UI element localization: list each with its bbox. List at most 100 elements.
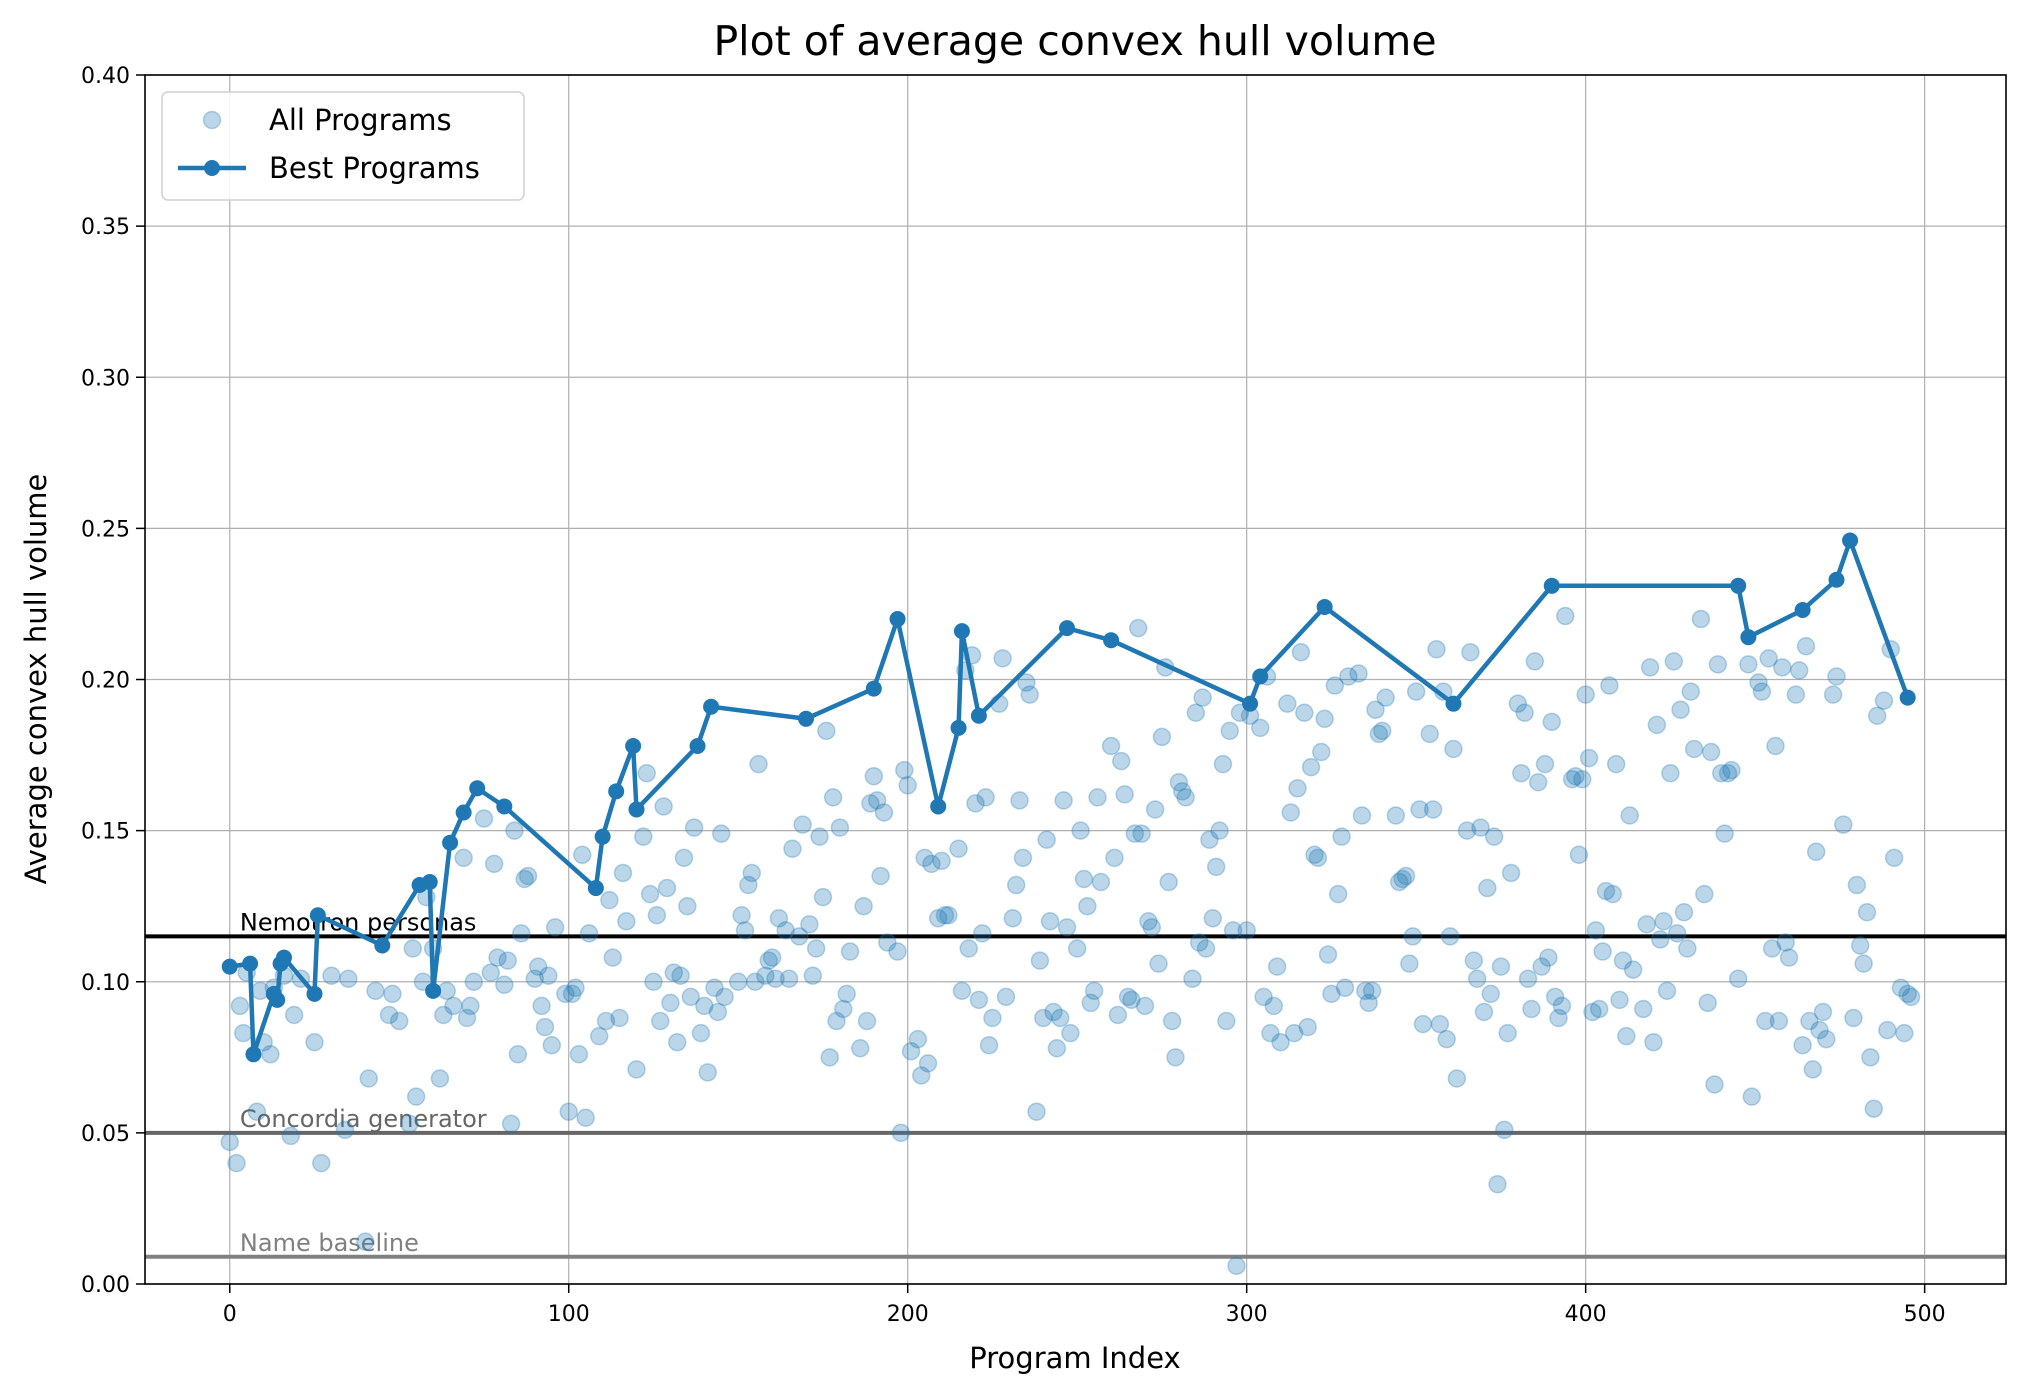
- scatter-point: [322, 966, 341, 985]
- scatter-point: [1759, 649, 1778, 668]
- scatter-point: [674, 848, 694, 868]
- legend-marker-all-programs: [202, 110, 222, 130]
- scatter-point: [1440, 927, 1460, 946]
- scatter-point: [1050, 1008, 1070, 1028]
- scatter-point: [1010, 791, 1029, 810]
- scatter-point: [515, 869, 534, 889]
- scatter-point: [1671, 700, 1690, 719]
- scatter-point: [912, 1066, 931, 1085]
- scatter-point: [1413, 1014, 1433, 1034]
- scatter-point: [837, 984, 856, 1004]
- scatter-point: [1861, 1048, 1880, 1067]
- scatter-point: [305, 1032, 324, 1052]
- scatter-point: [1518, 969, 1538, 988]
- scatter-point: [779, 969, 799, 988]
- scatter-point: [1895, 1023, 1914, 1043]
- scatter-point: [793, 815, 812, 834]
- scatter-point: [454, 848, 473, 868]
- scatter-point: [789, 927, 809, 946]
- scatter-point: [1125, 824, 1145, 843]
- scatter-point: [1708, 655, 1728, 674]
- scatter-point: [1410, 800, 1429, 819]
- scatter-point: [1305, 845, 1324, 865]
- scatter-point: [935, 906, 955, 925]
- scatter-point: [1108, 1005, 1128, 1025]
- scatter-point: [939, 906, 958, 925]
- scatter-point: [1376, 688, 1395, 707]
- scatter-point: [1088, 788, 1107, 807]
- scatter-point: [1444, 739, 1463, 759]
- scatter-point: [596, 1011, 616, 1031]
- scatter-point: [1542, 712, 1562, 732]
- scatter-point: [1437, 1029, 1456, 1049]
- scatter-point: [1217, 1011, 1236, 1031]
- scatter-point: [1884, 848, 1904, 868]
- scatter-point: [1661, 763, 1680, 783]
- scatter-point: [810, 827, 829, 846]
- scatter-point: [861, 794, 880, 813]
- scatter-point: [1206, 857, 1226, 877]
- scatter-point: [1620, 806, 1639, 825]
- scatter-point: [1030, 951, 1050, 970]
- chart-title: Plot of average convex hull volume: [713, 17, 1436, 65]
- scatter-point: [973, 924, 992, 943]
- scatter-point: [1464, 951, 1484, 970]
- x-tick-label: 0: [223, 1302, 237, 1327]
- scatter-point: [474, 809, 494, 828]
- scatter-point: [850, 1038, 870, 1058]
- scatter-point: [1200, 830, 1219, 849]
- scatter-point: [1118, 987, 1138, 1007]
- scatter-point: [1393, 869, 1412, 889]
- scatter-point: [528, 957, 548, 976]
- scatter-point: [803, 966, 823, 985]
- scatter-point: [1749, 673, 1768, 692]
- scatter-point: [1539, 948, 1558, 967]
- scatter-point: [505, 821, 524, 840]
- scatter-point: [1352, 806, 1372, 825]
- scatter-point: [756, 966, 775, 985]
- scatter-point: [1695, 884, 1714, 904]
- scatter-point: [383, 984, 402, 1004]
- x-tick-label: 100: [548, 1302, 590, 1327]
- scatter-point: [1447, 1069, 1467, 1088]
- best-program-point: [1316, 598, 1333, 615]
- scatter-point: [335, 1120, 355, 1140]
- scatter-point: [1766, 736, 1785, 756]
- scatter-point: [1369, 724, 1389, 744]
- scatter-point: [1250, 718, 1270, 738]
- scatter-point: [1589, 999, 1609, 1019]
- scatter-point: [359, 1069, 378, 1088]
- scatter-point: [545, 918, 565, 937]
- y-tick-label: 0.05: [81, 1122, 130, 1147]
- scatter-point: [1149, 954, 1168, 973]
- axis-ticks: 0 100 200 300 400 500 0.00 0.05 0.10 0.15 0.20 0.25…: [81, 64, 1946, 1327]
- scatter-point: [1644, 1032, 1663, 1052]
- scatter-point: [1827, 667, 1846, 686]
- scatter-point: [1579, 748, 1599, 768]
- scatter-point: [312, 1153, 331, 1173]
- scatter-point: [644, 972, 663, 991]
- scatter-point: [1281, 803, 1301, 822]
- scatter-point: [220, 1132, 239, 1152]
- scatter-point: [1061, 1023, 1080, 1043]
- scatter-point: [1535, 754, 1555, 774]
- scatter-point: [1576, 685, 1595, 704]
- scatter-point: [1044, 1002, 1063, 1022]
- scatter-point: [691, 1023, 711, 1043]
- best-program-point: [1899, 689, 1916, 706]
- x-tick-label: 200: [887, 1302, 929, 1327]
- scatter-point: [1301, 757, 1321, 777]
- best-program-point: [930, 798, 947, 815]
- legend-marker-best-programs: [204, 160, 220, 176]
- scatter-point: [1803, 1060, 1823, 1079]
- scatter-point: [1498, 1023, 1517, 1043]
- scatter-point: [634, 827, 653, 846]
- scatter-point: [1291, 643, 1311, 662]
- scatter-point: [1396, 866, 1416, 886]
- scatter-point: [1078, 896, 1097, 916]
- scatter-point: [891, 1123, 911, 1143]
- scatter-point: [1874, 691, 1894, 710]
- scatter-point: [732, 906, 751, 925]
- scatter-point: [1457, 821, 1477, 840]
